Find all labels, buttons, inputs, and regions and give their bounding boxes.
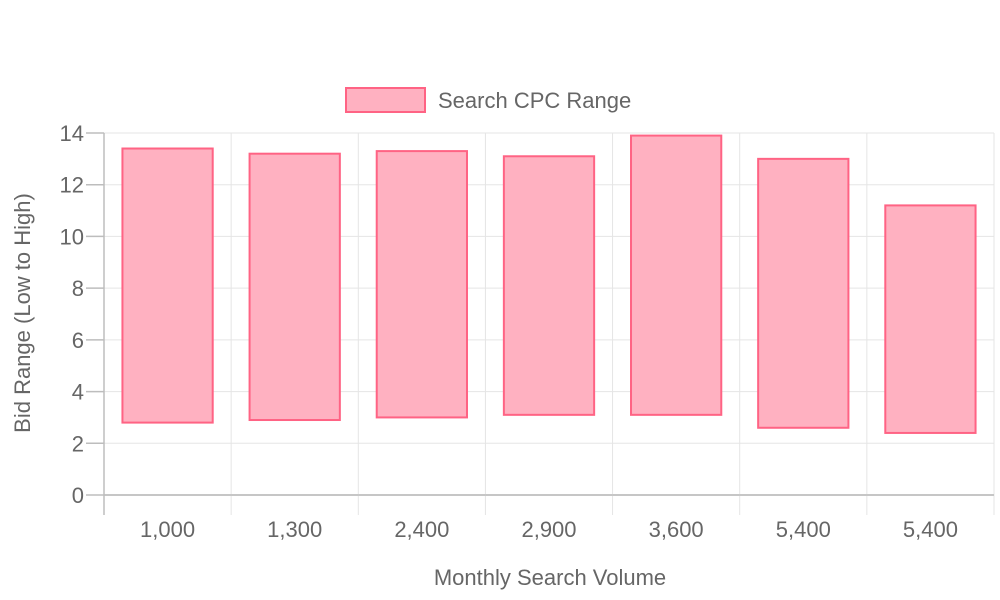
bar-0[interactable] xyxy=(121,147,214,424)
y-axis-title: Bid Range (Low to High) xyxy=(10,193,35,433)
y-tick-label-8: 8 xyxy=(72,276,84,301)
bar-5[interactable] xyxy=(757,157,850,429)
bar-3[interactable] xyxy=(502,155,596,416)
x-axis-title: Monthly Search Volume xyxy=(434,565,666,590)
chart-legend[interactable]: Search CPC Range xyxy=(345,87,631,113)
bar-2[interactable] xyxy=(375,150,468,419)
bars xyxy=(121,134,977,434)
bar-6[interactable] xyxy=(884,204,977,434)
x-tick-label-2: 2,400 xyxy=(394,517,449,542)
x-axis-ticks: 1,000 1,300 2,400 2,900 3,600 5,400 5,400 xyxy=(140,517,958,542)
y-tick-label-12: 12 xyxy=(60,173,84,198)
y-axis-ticks: 0 2 4 6 8 10 12 14 xyxy=(60,121,104,508)
y-tick-label-0: 0 xyxy=(72,483,84,508)
bar-4[interactable] xyxy=(630,134,723,416)
legend-swatch[interactable] xyxy=(345,87,426,113)
x-tick-label-1: 1,300 xyxy=(267,517,322,542)
legend-label[interactable]: Search CPC Range xyxy=(438,88,631,113)
y-tick-label-2: 2 xyxy=(72,431,84,456)
x-tick-label-4: 3,600 xyxy=(649,517,704,542)
x-tick-label-6: 5,400 xyxy=(903,517,958,542)
y-tick-label-6: 6 xyxy=(72,328,84,353)
x-tick-label-3: 2,900 xyxy=(521,517,576,542)
x-tick-label-5: 5,400 xyxy=(776,517,831,542)
bar-1[interactable] xyxy=(248,152,341,422)
y-tick-label-14: 14 xyxy=(60,121,84,146)
y-tick-label-4: 4 xyxy=(72,380,84,405)
y-tick-label-10: 10 xyxy=(60,224,84,249)
x-tick-label-0: 1,000 xyxy=(140,517,195,542)
